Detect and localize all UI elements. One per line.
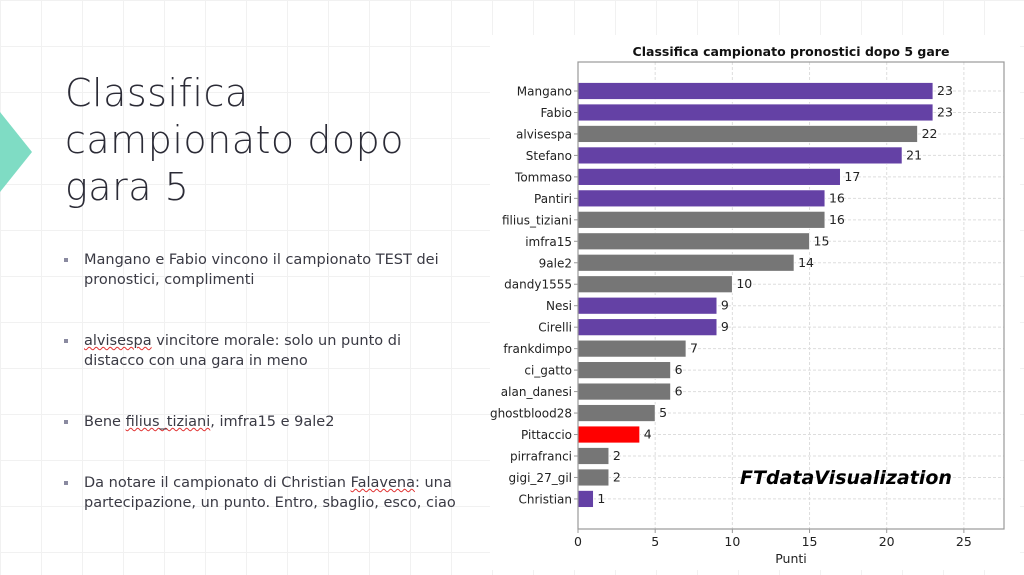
y-tick-label: Fabio: [541, 106, 572, 120]
bullet-text: Mangano e Fabio vincono il campionato TE…: [84, 252, 439, 288]
bar: [577, 447, 610, 465]
y-tick-label: alan_danesi: [501, 385, 572, 399]
bullet-icon: [64, 258, 68, 262]
bullet-item: Da notare il campionato di Christian Fal…: [64, 473, 464, 513]
bar: [577, 490, 594, 508]
bullet-item: Mangano e Fabio vincono il campionato TE…: [64, 250, 464, 290]
bar: [577, 125, 918, 143]
bullet-text: Da notare il campionato di Christian: [84, 475, 351, 491]
data-label: 2: [613, 469, 621, 484]
y-tick-label: Stefano: [526, 149, 572, 163]
bullet-item: Bene filius_tiziani, imfra15 e 9ale2: [64, 412, 464, 432]
data-label: 7: [690, 341, 698, 356]
data-label: 21: [906, 147, 922, 162]
bar: [577, 382, 672, 401]
bar: [577, 146, 903, 165]
bar: [577, 210, 826, 229]
slide-title: Classifica campionato dopo gara 5: [65, 70, 404, 211]
y-tick-label: 9ale2: [539, 256, 572, 270]
y-tick-label: Pittaccio: [521, 428, 572, 442]
data-label: 9: [721, 298, 729, 313]
y-tick-label: filius_tiziani: [502, 213, 572, 227]
bullet-text: Falavena: [350, 475, 415, 491]
data-label: 4: [644, 427, 652, 442]
data-label: 14: [798, 255, 814, 270]
bullet-list: Mangano e Fabio vincono il campionato TE…: [64, 250, 464, 513]
bullet-item: alvisespa vincitore morale: solo un punt…: [64, 331, 464, 371]
x-tick-label: 5: [651, 534, 659, 549]
bullet-text: alvisespa: [84, 333, 152, 349]
title-line: gara 5: [65, 165, 190, 209]
plot-frame: [577, 61, 1005, 530]
y-tick-label: Mangano: [517, 85, 572, 99]
accent-triangle: [0, 112, 32, 192]
y-tick-label: Nesi: [546, 299, 572, 313]
x-tick-label: 15: [802, 534, 818, 549]
title-line: campionato dopo: [65, 118, 404, 162]
bullet-text: Bene: [84, 414, 126, 430]
x-tick-label: 10: [724, 534, 740, 549]
y-tick-label: pirrafranci: [510, 449, 572, 463]
data-label: 16: [829, 212, 845, 227]
bar: [577, 404, 656, 422]
bar: [577, 232, 810, 251]
data-label: 16: [829, 190, 845, 205]
bullet-text: vincitore morale: solo un punto di dista…: [84, 333, 401, 369]
chart-title: Classifica campionato pronostici dopo 5 …: [633, 44, 950, 59]
data-label: 23: [937, 104, 953, 119]
bar: [577, 253, 795, 272]
data-label: 23: [937, 83, 953, 98]
bullet-icon: [64, 420, 68, 424]
bar: [577, 468, 610, 487]
x-tick-label: 20: [879, 534, 895, 549]
data-label: 6: [675, 384, 683, 399]
data-label: 6: [675, 362, 683, 377]
data-label: 10: [736, 276, 752, 291]
title-line: Classifica: [65, 71, 249, 115]
bar: [577, 318, 718, 337]
y-tick-label: ci_gatto: [524, 364, 572, 378]
data-label: 2: [613, 448, 621, 463]
x-tick-label: 0: [574, 534, 582, 549]
bar: [577, 296, 718, 315]
y-tick-label: frankdimpo: [503, 342, 572, 356]
bullet-icon: [64, 481, 68, 485]
bar: [577, 82, 934, 100]
bullet-text: filius_tiziani: [125, 414, 211, 430]
y-tick-label: Pantiri: [534, 192, 572, 206]
bar: [577, 167, 841, 186]
x-axis-label: Punti: [775, 551, 807, 566]
y-tick-label: Tommaso: [514, 170, 572, 184]
y-tick-label: gigi_27_gil: [509, 471, 572, 485]
data-label: 15: [814, 233, 830, 248]
y-tick-label: Cirelli: [538, 321, 572, 335]
watermark: FTdataVisualization: [740, 467, 952, 489]
data-label: 17: [844, 169, 860, 184]
y-tick-label: Christian: [518, 492, 572, 506]
data-label: 5: [659, 405, 667, 420]
y-tick-label: ghostblood28: [490, 407, 572, 421]
bar: [577, 425, 641, 444]
bar: [577, 103, 934, 122]
bullet-text: , imfra15 e 9ale2: [210, 414, 335, 430]
data-label: 22: [922, 126, 938, 141]
y-tick-label: alvisespa: [516, 127, 572, 141]
bullet-text: : una partecipazione, un punto. Entro, s…: [84, 475, 456, 511]
y-tick-label: imfra15: [525, 235, 572, 249]
bar: [577, 189, 826, 208]
bar: [577, 361, 672, 380]
bullet-icon: [64, 339, 68, 343]
bar: [577, 275, 733, 294]
bar: [577, 339, 687, 358]
data-label: 9: [721, 319, 729, 334]
x-tick-label: 25: [956, 534, 972, 549]
data-label: 1: [597, 491, 605, 506]
y-tick-label: dandy1555: [504, 278, 572, 292]
